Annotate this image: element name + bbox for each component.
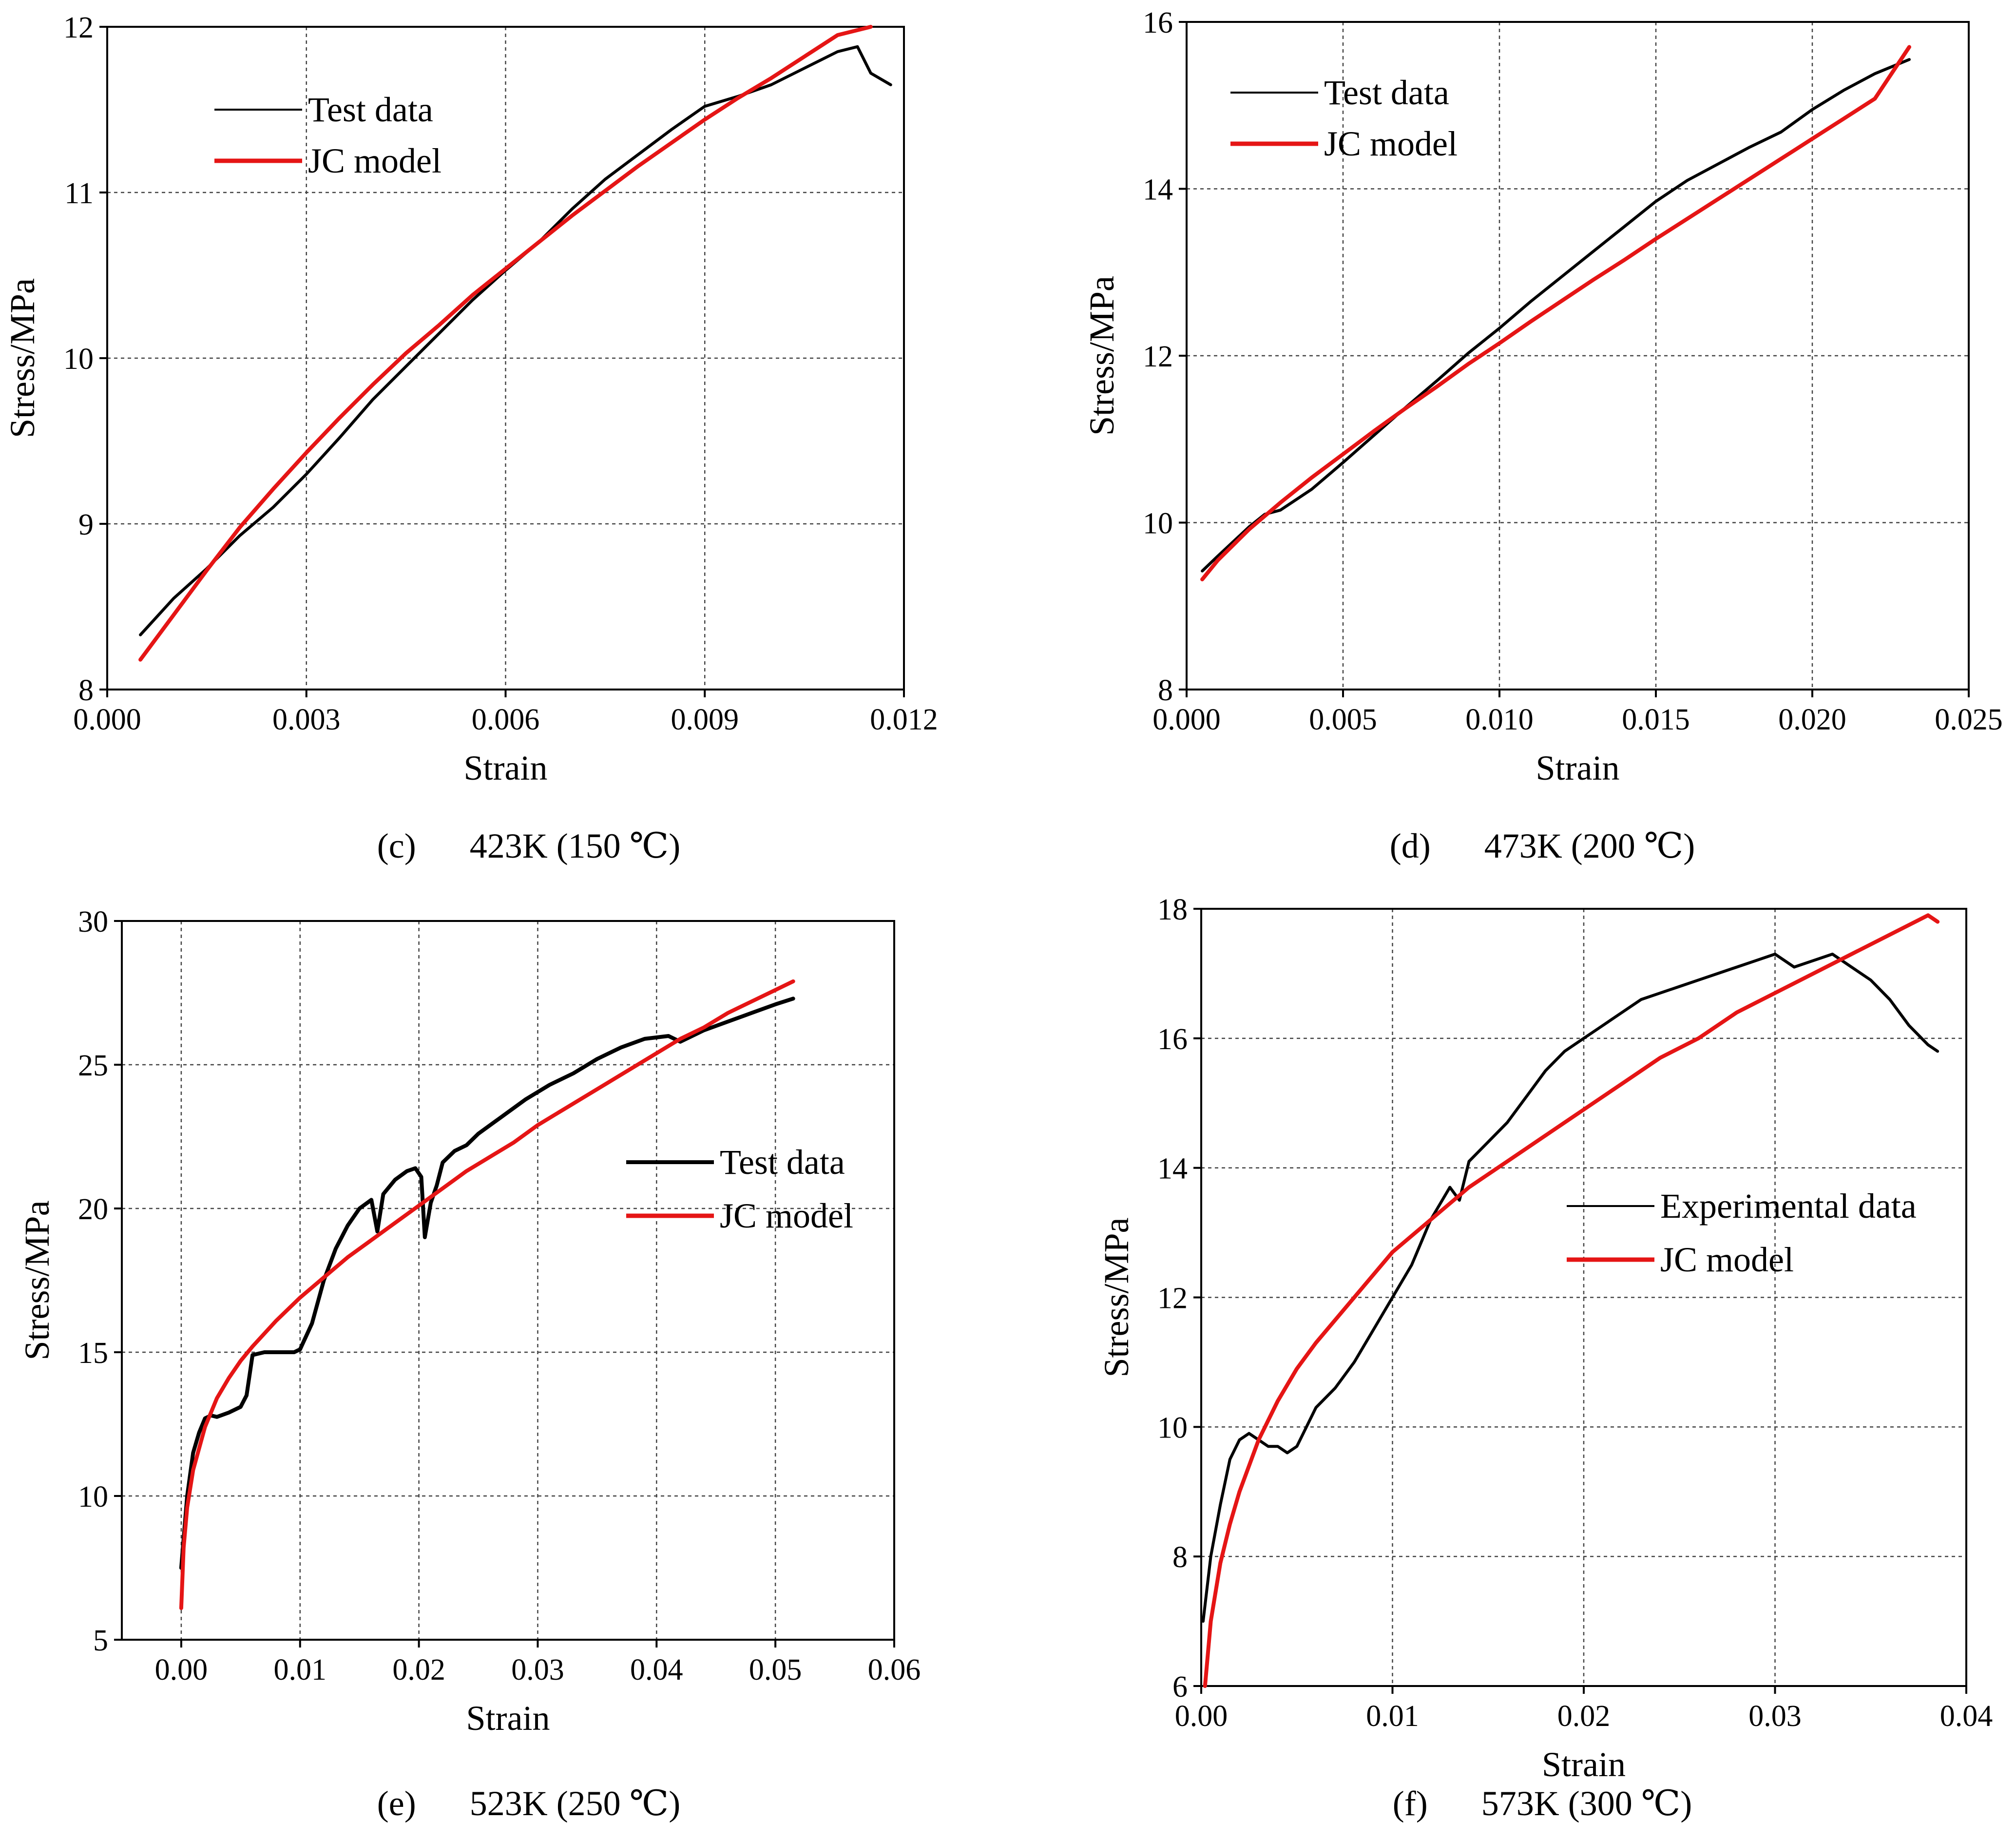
- series-line-jc: [179, 979, 795, 1610]
- x-tick-label: 0.009: [671, 703, 739, 736]
- y-tick-label: 10: [63, 343, 94, 376]
- caption-letter: (c): [377, 826, 416, 865]
- x-tick-label: 0.03: [511, 1653, 564, 1687]
- y-tick-label: 25: [78, 1049, 108, 1082]
- x-tick-label: 0.05: [749, 1653, 802, 1687]
- x-tick-label: 0.01: [1366, 1700, 1419, 1733]
- x-tick-label: 0.006: [472, 703, 540, 736]
- y-tick-label: 8: [1158, 674, 1173, 707]
- x-tick-label: 0.00: [155, 1653, 208, 1687]
- series-line-jc: [1200, 45, 1911, 581]
- x-tick-label: 0.000: [1152, 703, 1221, 736]
- series-line-test: [1201, 953, 1939, 1623]
- x-tick-label: 0.003: [272, 703, 341, 736]
- caption-letter: (d): [1390, 826, 1431, 865]
- x-axis-title: Strain: [1542, 1745, 1626, 1784]
- x-tick-label: 0.005: [1309, 703, 1377, 736]
- caption-temperature: 523K (250 ℃): [470, 1784, 681, 1823]
- x-tick-label: 0.01: [274, 1653, 327, 1687]
- y-tick-label: 16: [1143, 6, 1173, 39]
- y-tick-label: 10: [1157, 1411, 1188, 1444]
- legend-label: JC model: [308, 141, 442, 180]
- x-tick-label: 0.015: [1622, 703, 1690, 736]
- legend-label: Test data: [720, 1143, 845, 1182]
- x-tick-label: 0.010: [1465, 703, 1534, 736]
- y-tick-label: 10: [1143, 507, 1173, 540]
- series-line-jc: [138, 25, 873, 662]
- x-tick-label: 0.025: [1935, 703, 2003, 736]
- legend-label: Test data: [1324, 73, 1449, 112]
- y-axis-title: Stress/MPa: [18, 1200, 57, 1360]
- x-tick-label: 0.012: [870, 703, 938, 736]
- panel-caption: (f) 573K (300 ℃): [1393, 1784, 1692, 1823]
- series-line-test: [179, 997, 795, 1570]
- y-tick-label: 14: [1157, 1152, 1188, 1186]
- y-axis-title: Stress/MPa: [1082, 276, 1121, 436]
- caption-letter: (e): [377, 1784, 416, 1823]
- x-axis-title: Strain: [466, 1699, 550, 1738]
- y-tick-label: 11: [64, 177, 94, 210]
- panel-caption: (c) 423K (150 ℃): [377, 826, 680, 865]
- x-tick-label: 0.020: [1778, 703, 1846, 736]
- y-tick-label: 12: [1157, 1282, 1188, 1315]
- y-tick-label: 8: [78, 674, 94, 707]
- y-tick-label: 18: [1157, 893, 1188, 926]
- x-tick-label: 0.02: [1557, 1700, 1611, 1733]
- x-tick-label: 0.03: [1748, 1700, 1802, 1733]
- y-tick-label: 10: [78, 1480, 108, 1514]
- legend-label: JC model: [1324, 124, 1458, 163]
- legend-label: JC model: [720, 1196, 853, 1235]
- y-tick-label: 14: [1143, 173, 1173, 207]
- y-tick-label: 8: [1172, 1541, 1188, 1574]
- legend-label: JC model: [1660, 1240, 1794, 1279]
- y-tick-label: 30: [78, 905, 108, 939]
- y-tick-label: 6: [1172, 1670, 1188, 1704]
- chart-e: 0.00 0.01 0.02 0.03 0.04 0.05 0.06 5 10 15 20 25 30 S…: [18, 905, 921, 1823]
- panel-caption: (e) 523K (250 ℃): [377, 1784, 680, 1823]
- panel-caption: (d) 473K (200 ℃): [1390, 826, 1695, 865]
- caption-letter: (f): [1393, 1784, 1428, 1823]
- x-tick-label: 0.04: [630, 1653, 683, 1687]
- x-tick-label: 0.02: [392, 1653, 445, 1687]
- y-tick-label: 12: [1143, 340, 1173, 373]
- chart-f: 0.00 0.01 0.02 0.03 0.04 6 8 10 12 14 16 18 Strain St…: [1097, 893, 1993, 1823]
- y-tick-label: 12: [63, 11, 94, 44]
- y-axis-title: Stress/MPa: [1097, 1217, 1136, 1377]
- x-axis-title: Strain: [464, 748, 548, 787]
- y-tick-label: 5: [93, 1624, 108, 1657]
- legend-label: Experimental data: [1660, 1187, 1917, 1226]
- x-axis-title: Strain: [1536, 748, 1620, 787]
- x-tick-label: 0.04: [1940, 1700, 1993, 1733]
- plot-frame: [121, 920, 895, 1641]
- x-tick-label: 0.06: [868, 1653, 921, 1687]
- series-line-jc: [1203, 913, 1940, 1688]
- chart-c: 0.000 0.003 0.006 0.009 0.012 8 9 10 11 12 Strain S…: [3, 11, 938, 865]
- legend-label: Test data: [308, 90, 433, 129]
- caption-temperature: 573K (300 ℃): [1481, 1784, 1692, 1823]
- x-tick-label: 0.000: [73, 703, 141, 736]
- caption-temperature: 473K (200 ℃): [1484, 826, 1695, 865]
- x-tick-label: 0.00: [1175, 1700, 1228, 1733]
- y-tick-label: 20: [78, 1193, 108, 1226]
- y-tick-label: 9: [78, 508, 94, 541]
- series-line-test: [1201, 58, 1911, 573]
- y-tick-label: 15: [78, 1337, 108, 1370]
- caption-temperature: 423K (150 ℃): [470, 826, 681, 865]
- chart-d: 0.000 0.005 0.010 0.015 0.020 0.025 8 10 12 14 16 S…: [1082, 6, 2003, 865]
- y-tick-label: 16: [1157, 1023, 1188, 1056]
- y-axis-title: Stress/MPa: [3, 278, 42, 438]
